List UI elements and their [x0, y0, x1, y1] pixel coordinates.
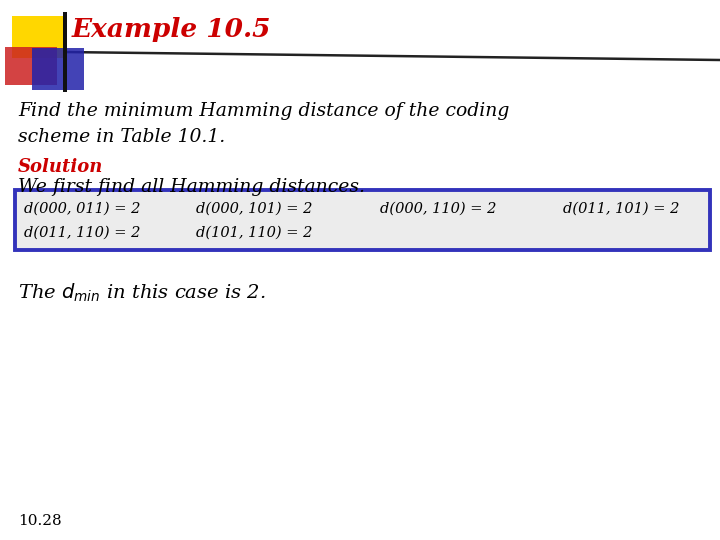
Text: d(101, 110) = 2: d(101, 110) = 2 — [196, 226, 312, 240]
Bar — [5, 47, 57, 85]
Text: d(011, 110) = 2: d(011, 110) = 2 — [24, 226, 140, 240]
Text: d(000, 101) = 2: d(000, 101) = 2 — [196, 202, 312, 216]
Text: Example 10.5: Example 10.5 — [72, 17, 271, 42]
Text: Solution: Solution — [18, 158, 104, 176]
Bar — [12, 16, 64, 58]
Text: d(000, 011) = 2: d(000, 011) = 2 — [24, 202, 140, 216]
Text: The $d_{\mathit{min}}$ in this case is 2.: The $d_{\mathit{min}}$ in this case is 2… — [18, 282, 266, 305]
Text: d(000, 110) = 2: d(000, 110) = 2 — [380, 202, 496, 216]
Bar — [63, 12, 66, 92]
Text: Find the minimum Hamming distance of the coding
scheme in Table 10.1.: Find the minimum Hamming distance of the… — [18, 102, 509, 146]
Bar — [15, 190, 710, 250]
Bar — [32, 48, 84, 90]
Text: 10.28: 10.28 — [18, 514, 62, 528]
Text: We first find all Hamming distances.: We first find all Hamming distances. — [18, 178, 365, 196]
Text: d(011, 101) = 2: d(011, 101) = 2 — [563, 202, 680, 216]
